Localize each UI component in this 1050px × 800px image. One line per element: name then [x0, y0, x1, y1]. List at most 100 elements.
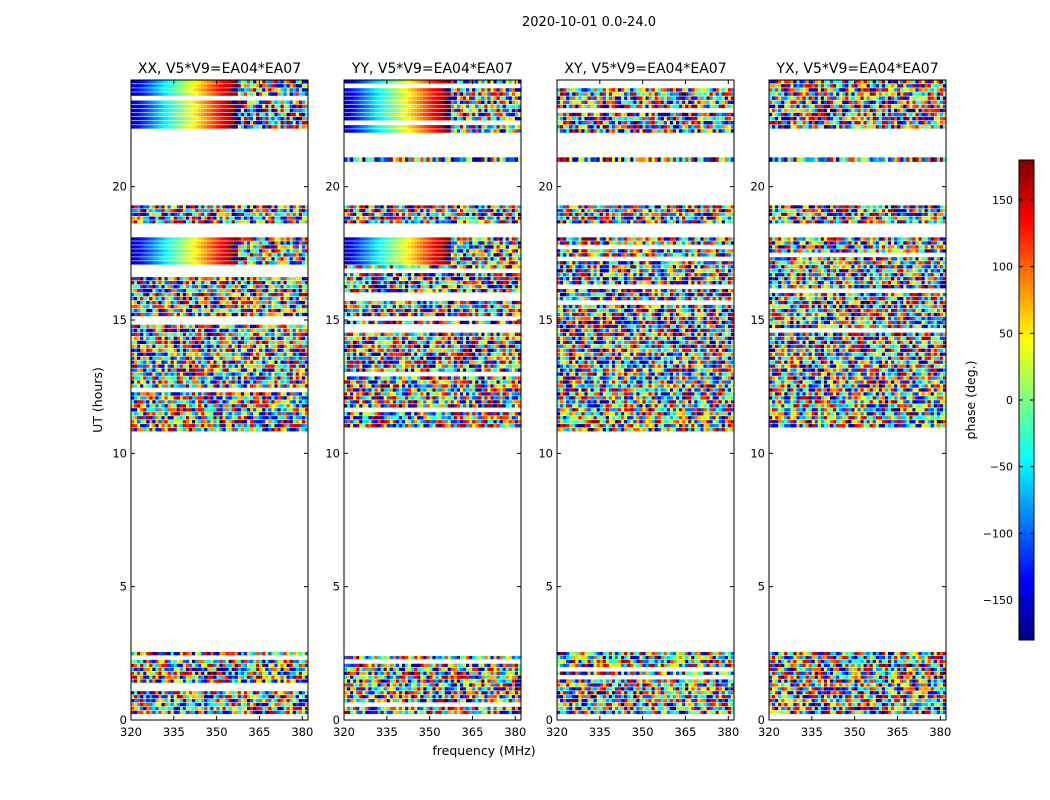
heatmap-cell — [170, 292, 175, 297]
heatmap-cell — [401, 675, 406, 679]
heatmap-cell — [377, 663, 382, 668]
heatmap-cell — [225, 245, 230, 249]
heatmap-cell — [134, 416, 138, 420]
heatmap-cell — [198, 216, 202, 220]
heatmap-cell — [216, 241, 220, 245]
heatmap-cell — [140, 249, 144, 253]
heatmap-cell — [234, 328, 239, 333]
heatmap-cell — [256, 679, 260, 683]
heatmap-cell — [164, 92, 169, 96]
heatmap-cell — [271, 404, 275, 408]
heatmap-cell — [499, 695, 504, 699]
heatmap-cell — [216, 691, 220, 695]
heatmap-cell — [231, 706, 236, 711]
heatmap-cell — [277, 420, 281, 424]
heatmap-cell — [170, 253, 175, 257]
heatmap-cell — [198, 392, 202, 396]
heatmap-cell — [286, 241, 291, 245]
heatmap-cell — [167, 364, 172, 368]
heatmap-cell — [505, 687, 510, 691]
heatmap-cell — [268, 348, 272, 352]
heatmap-cell — [204, 125, 208, 129]
heatmap-cell — [216, 368, 220, 372]
heatmap-cell — [262, 296, 266, 301]
heatmap-cell — [274, 237, 278, 241]
heatmap-cell — [459, 679, 464, 683]
heatmap-cell — [447, 695, 452, 699]
heatmap-cell — [170, 261, 175, 265]
heatmap-cell — [225, 104, 230, 109]
heatmap-cell — [131, 340, 135, 345]
heatmap-cell — [210, 368, 214, 372]
heatmap-cell — [280, 652, 284, 656]
heatmap-cell — [185, 663, 190, 668]
heatmap-cell — [268, 241, 272, 245]
heatmap-cell — [143, 679, 147, 683]
heatmap-cell — [420, 683, 424, 687]
heatmap-cell — [484, 671, 488, 675]
heatmap-cell — [213, 710, 217, 715]
heatmap-cell — [204, 702, 208, 707]
heatmap-cell — [362, 679, 366, 683]
heatmap-cell — [179, 288, 184, 293]
heatmap-cell — [502, 683, 507, 687]
heatmap-cell — [289, 396, 294, 400]
heatmap-cell — [201, 344, 205, 348]
heatmap-cell — [131, 292, 135, 297]
heatmap-cell — [149, 360, 153, 364]
heatmap-cell — [222, 104, 226, 109]
heatmap-cell — [256, 424, 260, 428]
heatmap-cell — [283, 344, 288, 348]
heatmap-cell — [192, 257, 196, 261]
heatmap-cell — [143, 344, 147, 348]
heatmap-cell — [149, 659, 153, 664]
heatmap-cell — [216, 376, 220, 380]
heatmap-cell — [240, 261, 245, 265]
heatmap-cell — [201, 304, 205, 309]
heatmap-cell — [274, 699, 278, 703]
heatmap-cell — [210, 121, 214, 125]
heatmap-cell — [219, 356, 223, 360]
heatmap-cell — [222, 392, 226, 396]
heatmap-cell — [463, 671, 467, 675]
heatmap-cell — [219, 376, 223, 380]
heatmap-cell — [271, 384, 275, 388]
heatmap-cell — [432, 675, 436, 679]
heatmap-cell — [274, 408, 278, 412]
heatmap-cell — [137, 372, 141, 376]
heatmap-cell — [137, 121, 141, 125]
heatmap-cell — [298, 699, 303, 703]
heatmap-cell — [271, 416, 275, 420]
heatmap-cell — [496, 699, 501, 703]
heatmap-cell — [353, 655, 357, 660]
heatmap-cell — [240, 364, 245, 368]
heatmap-cell — [423, 671, 427, 675]
heatmap-cell — [161, 420, 165, 424]
heatmap-cell — [250, 376, 254, 380]
heatmap-cell — [295, 112, 300, 117]
heatmap-cell — [274, 324, 278, 329]
heatmap-cell — [167, 277, 172, 281]
heatmap-cell — [131, 249, 135, 253]
heatmap-cell — [146, 212, 150, 216]
heatmap-cell — [383, 667, 388, 671]
heatmap-cell — [185, 281, 190, 285]
heatmap-cell — [210, 663, 214, 668]
heatmap-cell — [134, 257, 138, 261]
heatmap-cell — [216, 396, 220, 400]
heatmap-cell — [134, 125, 138, 129]
heatmap-cell — [222, 88, 226, 92]
heatmap-cell — [137, 216, 141, 220]
heatmap-cell — [192, 100, 196, 104]
heatmap-cell — [137, 116, 141, 121]
heatmap-cell — [158, 209, 162, 213]
heatmap-cell — [170, 92, 175, 96]
heatmap-cell — [213, 116, 217, 121]
heatmap-cell — [146, 281, 150, 285]
heatmap-cell — [472, 655, 476, 660]
heatmap-cell — [213, 702, 217, 707]
heatmap-cell — [371, 699, 375, 703]
heatmap-cell — [146, 344, 150, 348]
heatmap-cell — [173, 281, 178, 285]
heatmap-cell — [204, 324, 208, 329]
